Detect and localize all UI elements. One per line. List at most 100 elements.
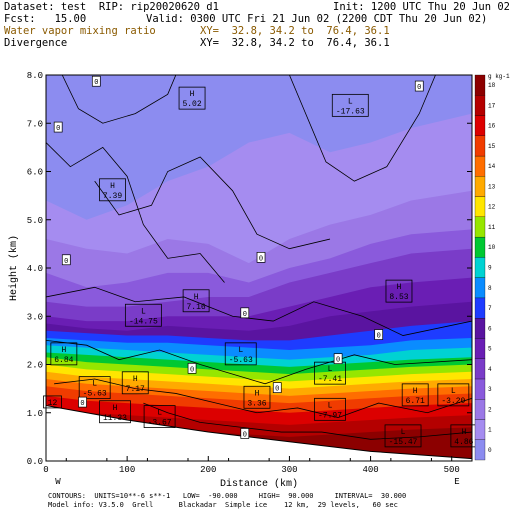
terrain-mask (46, 405, 472, 461)
colorbar-swatch-13 (474, 176, 486, 197)
x-tick-label: 400 (362, 465, 378, 475)
y-tick-label: 4.0 (27, 264, 43, 274)
extremum-type: L (92, 380, 97, 389)
extremum-value: 3.36 (247, 399, 266, 408)
colorbar-label: 5 (488, 346, 492, 353)
extremum-type: L (157, 409, 162, 418)
model-info: Model info: V3.5.0 Grell Blackadar Simpl… (48, 501, 398, 509)
extremum-type: H (133, 375, 138, 384)
zero-contour-box (91, 75, 101, 87)
zero-contour-label: 0 (417, 84, 421, 92)
extremum-value: 5.02 (182, 100, 201, 109)
colorbar-swatch-16 (474, 115, 486, 136)
x-axis-title: Distance (km) (220, 478, 298, 490)
divergence-contour-7 (143, 402, 472, 440)
zero-contour-label: 0 (243, 311, 247, 319)
fill-field-name: Water vapor mixing ratio (4, 25, 156, 37)
divergence-contour-4 (46, 286, 472, 336)
colorbar-label: 11 (488, 224, 496, 231)
extremum-value: -5.63 (229, 356, 253, 365)
y-tick-label: 2.0 (27, 361, 43, 371)
colorbar-swatch-4 (474, 358, 486, 380)
x-tick-label: 300 (281, 465, 297, 475)
x-tick-label: 0 (43, 465, 48, 475)
colorbar-label: 1 (488, 427, 492, 434)
extremum-value: -3.67 (148, 419, 172, 428)
extremum-value: 8.53 (389, 293, 408, 302)
zero-contour-box (414, 80, 424, 92)
zero-contour-box (272, 382, 282, 393)
y-tick-label: 5.0 (27, 216, 43, 226)
divergence-contour-2 (94, 156, 331, 250)
y-tick-label: 1.0 (27, 409, 43, 419)
extremum-type: H (194, 293, 199, 302)
extremum-type: L (401, 428, 406, 437)
colorbar-label: 18 (488, 82, 496, 89)
extremum-type: L (348, 97, 353, 106)
extremum-value: 7.39 (103, 192, 122, 201)
zero-contour-box (240, 428, 250, 439)
colorbar-swatch-8 (474, 277, 486, 299)
zero-contour-box (78, 396, 87, 408)
y-tick-label: 8.0 (27, 71, 43, 81)
y-tick-label: 3.0 (27, 312, 43, 322)
extremum-value: 11.33 (103, 414, 127, 423)
extremum-box (43, 395, 62, 409)
extremum-box (385, 279, 413, 303)
extremum-type: H (397, 283, 402, 292)
extremum-value: 6.71 (406, 397, 425, 406)
x-tick-label: 500 (444, 465, 460, 475)
colorbar-label: 10 (488, 244, 496, 251)
zero-contour-box (53, 121, 63, 133)
zero-contour-label: 0 (275, 386, 279, 394)
contour-info: CONTOURS: UNITS=10**-6 s**-1 LOW= -90.00… (48, 492, 407, 500)
colorbar-label: 8 (488, 285, 492, 292)
extremum-value: -17.63 (336, 107, 365, 116)
extremum-box (384, 424, 422, 448)
init-time: Init: 1200 UTC Thu 20 Jun 02 (333, 1, 511, 13)
colorbar-label: 13 (488, 183, 496, 190)
extremum-type: H (255, 389, 260, 398)
extremum-box (401, 383, 429, 407)
colorbar-label: 7 (488, 305, 492, 312)
colorbar-label: 0 (488, 447, 492, 454)
extremum-box (99, 400, 131, 424)
extremum-type: H (110, 182, 115, 191)
divergence-contour-3 (289, 75, 436, 182)
zero-contour-box (374, 329, 384, 340)
colorbar-label: 6 (488, 325, 492, 332)
colorbar-swatch-10 (474, 236, 486, 258)
valid-time: Valid: 0300 UTC Fri 21 Jun 02 (2200 CDT … (146, 13, 488, 25)
extremum-value: -14.75 (129, 317, 158, 326)
zero-contour-box (187, 362, 197, 374)
y-tick-label: 6.0 (27, 168, 43, 178)
extremum-value: 6.84 (54, 356, 73, 365)
extremum-type: H (461, 428, 466, 437)
x-tick-label: 200 (200, 465, 216, 475)
extremum-box (143, 405, 176, 428)
zero-contour-label: 0 (336, 357, 340, 365)
forecast-hour: Fcst: 15.00 (4, 13, 87, 25)
extremum-value: 4.86 (454, 438, 473, 447)
divergence-contour-5 (46, 339, 472, 385)
extremum-type: H (190, 90, 195, 99)
colorbar-swatch-1 (474, 419, 486, 440)
east-label: E (454, 477, 459, 487)
extremum-box (331, 93, 369, 117)
zero-contour-label: 0 (64, 258, 68, 266)
extremum-box (224, 342, 257, 366)
colorbar-swatch-5 (474, 338, 486, 359)
x-tick-label: 100 (119, 465, 135, 475)
extremum-value: -15.47 (389, 438, 418, 447)
extremum-box (99, 178, 126, 202)
colorbar-label: 12 (488, 204, 496, 211)
zero-contour-label: 0 (259, 255, 263, 263)
extremum-value: -3.20 (441, 397, 465, 406)
zero-contour-box (256, 252, 266, 263)
extremum-box (182, 289, 210, 313)
extremum-box (178, 86, 206, 110)
zero-contour-label: 0 (94, 79, 98, 87)
colorbar-swatch-17 (474, 95, 486, 116)
extremum-type: L (141, 307, 146, 316)
y-axis-title: Height (km) (8, 235, 20, 301)
